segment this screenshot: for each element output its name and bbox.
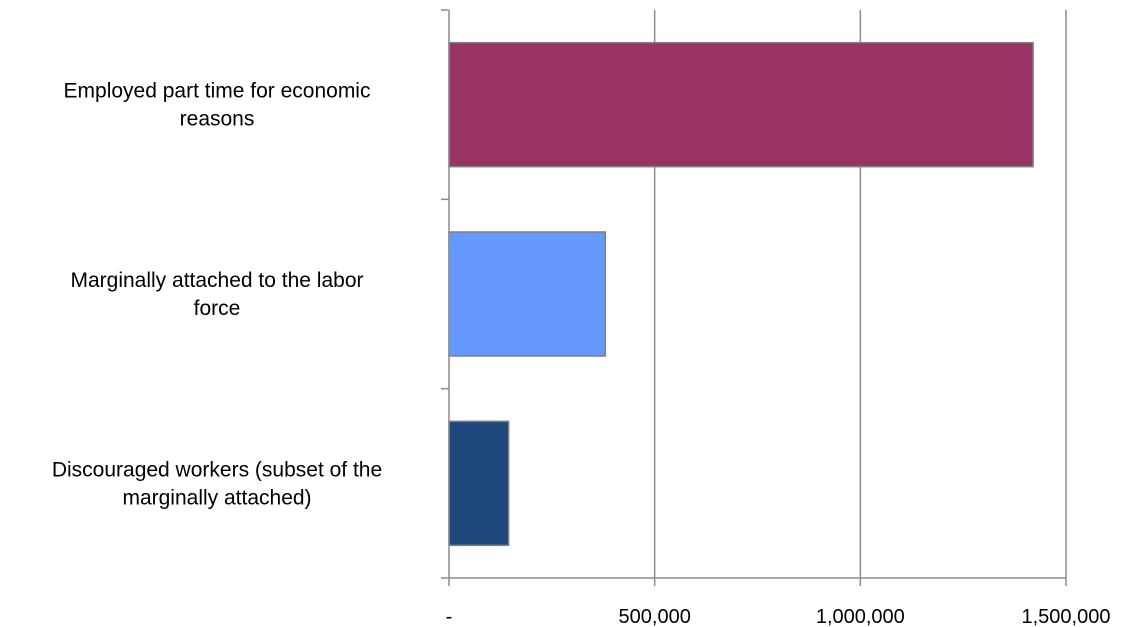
category-label-line: Discouraged workers (subset of the [52, 458, 382, 481]
bar-0 [448, 41, 1034, 168]
x-tick-label-1: 500,000 [619, 606, 691, 627]
bar-1 [448, 231, 607, 357]
category-label-line: Employed part time for economic [64, 80, 371, 103]
category-label-line: force [194, 297, 241, 320]
axes [448, 10, 1066, 579]
x-tick-label-3: 1,500,000 [1022, 606, 1111, 627]
category-label-2: Discouraged workers (subset of the margin… [52, 458, 382, 509]
category-label-line: Marginally attached to the labor [70, 269, 363, 292]
x-tick-label-0: - [446, 606, 453, 627]
category-label-line: reasons [180, 108, 255, 131]
category-labels: Employed part time for economic reasons Ma… [52, 80, 382, 510]
category-label-0: Employed part time for economic reasons [64, 80, 371, 131]
x-tick-labels: - 500,000 1,000,000 1,500,000 [446, 606, 1111, 627]
tick-marks [441, 9, 1067, 586]
category-label-line: marginally attached) [122, 486, 311, 509]
bar-2 [448, 420, 510, 547]
bars [448, 41, 1034, 547]
x-tick-label-2: 1,000,000 [816, 606, 905, 627]
category-label-1: Marginally attached to the labor force [70, 269, 363, 320]
